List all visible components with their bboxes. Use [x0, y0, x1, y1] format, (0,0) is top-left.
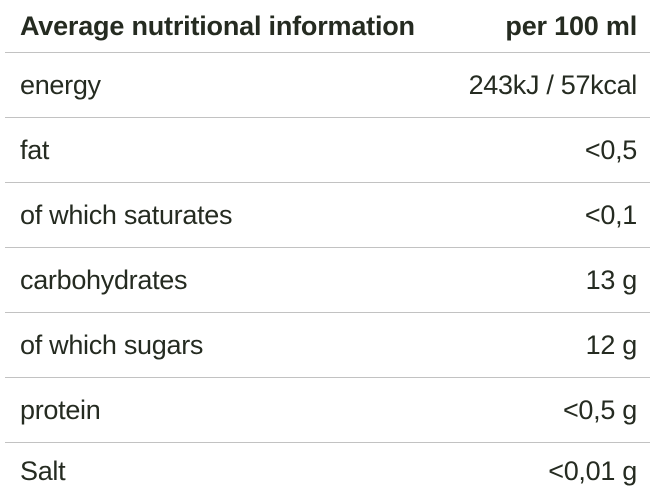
row-divider	[5, 442, 650, 443]
table-row-carbohydrates: carbohydrates 13 g	[0, 248, 655, 312]
nutrient-value: 12 g	[585, 329, 638, 360]
nutrient-label: protein	[20, 394, 101, 425]
table-header-row: Average nutritional information per 100 …	[0, 0, 655, 52]
nutrient-label: fat	[20, 134, 50, 165]
nutrient-label: Salt	[20, 456, 66, 486]
nutrient-label: of which sugars	[20, 329, 204, 360]
nutrient-value: <0,01 g	[548, 456, 637, 486]
table-row-sugars: of which sugars 12 g	[0, 313, 655, 377]
nutrient-value: 13 g	[585, 264, 638, 295]
nutrient-label: carbohydrates	[20, 264, 188, 295]
nutrient-label: of which saturates	[20, 199, 233, 230]
table-header-title: Average nutritional information	[20, 10, 415, 41]
nutrient-value: 243kJ / 57kcal	[468, 69, 638, 100]
row-divider	[5, 377, 650, 378]
nutrient-value: <0,5 g	[562, 394, 637, 425]
nutrient-value: <0,1	[584, 199, 637, 230]
nutrient-label: energy	[20, 69, 101, 100]
row-divider	[5, 182, 650, 183]
table-row-saturates: of which saturates <0,1	[0, 183, 655, 247]
nutrient-value: <0,5	[584, 134, 637, 165]
table-row-salt: Salt <0,01 g	[0, 443, 655, 500]
row-divider	[5, 52, 650, 53]
row-divider	[5, 312, 650, 313]
table-row-energy: energy 243kJ / 57kcal	[0, 53, 655, 117]
table-row-protein: protein <0,5 g	[0, 378, 655, 442]
table-row-fat: fat <0,5	[0, 118, 655, 182]
row-divider	[5, 247, 650, 248]
row-divider	[5, 117, 650, 118]
table-header-unit: per 100 ml	[505, 10, 637, 41]
